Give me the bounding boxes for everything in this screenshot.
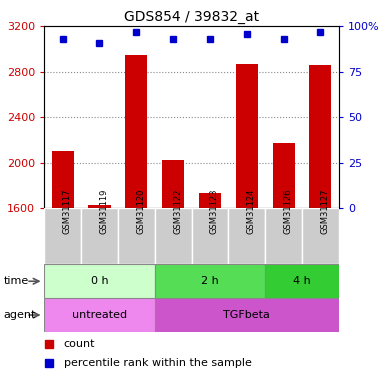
Bar [81, 208, 118, 264]
Text: untreated: untreated [72, 310, 127, 320]
Text: GSM31122: GSM31122 [173, 188, 182, 234]
Text: GSM31119: GSM31119 [99, 188, 109, 234]
Bar [199, 194, 221, 208]
Title: GDS854 / 39832_at: GDS854 / 39832_at [124, 10, 259, 24]
Bar [118, 208, 155, 264]
Bar [155, 264, 265, 298]
Text: GSM31117: GSM31117 [63, 188, 72, 234]
Text: GSM31126: GSM31126 [284, 188, 293, 234]
Bar [155, 298, 339, 332]
Bar [155, 208, 192, 264]
Text: GSM31127: GSM31127 [320, 188, 330, 234]
Text: 0 h: 0 h [91, 276, 108, 286]
Bar [273, 143, 295, 208]
Text: percentile rank within the sample: percentile rank within the sample [64, 358, 252, 368]
Bar [44, 208, 81, 264]
Bar [265, 208, 302, 264]
Bar [192, 208, 228, 264]
Text: 2 h: 2 h [201, 276, 219, 286]
Bar [236, 64, 258, 208]
Text: GSM31124: GSM31124 [247, 188, 256, 234]
Bar [302, 208, 339, 264]
Text: TGFbeta: TGFbeta [223, 310, 270, 320]
Text: time: time [4, 276, 29, 286]
Text: 4 h: 4 h [293, 276, 311, 286]
Bar [52, 151, 74, 208]
Bar [44, 298, 155, 332]
Bar [228, 208, 265, 264]
Bar [125, 55, 147, 208]
Bar [44, 264, 155, 298]
Text: GSM31120: GSM31120 [136, 188, 145, 234]
Bar [310, 65, 331, 208]
Text: GSM31123: GSM31123 [210, 188, 219, 234]
Text: agent: agent [4, 310, 36, 320]
Text: count: count [64, 339, 95, 349]
Bar [89, 205, 110, 208]
Bar [265, 264, 339, 298]
Bar [162, 160, 184, 208]
